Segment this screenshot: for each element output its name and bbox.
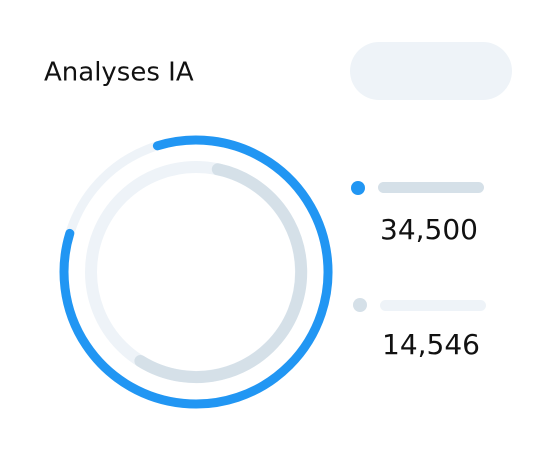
pill-placeholder xyxy=(350,42,512,100)
outer-arc xyxy=(59,135,333,409)
card-title: Analyses IA xyxy=(44,58,194,88)
inner-arc xyxy=(134,163,308,384)
legend-dot xyxy=(351,181,365,195)
legend-value: 34,500 xyxy=(380,213,478,246)
legend-value: 14,546 xyxy=(382,328,480,361)
legend-dot xyxy=(353,298,367,312)
legend-bar xyxy=(380,300,486,311)
legend-bar xyxy=(378,182,484,193)
